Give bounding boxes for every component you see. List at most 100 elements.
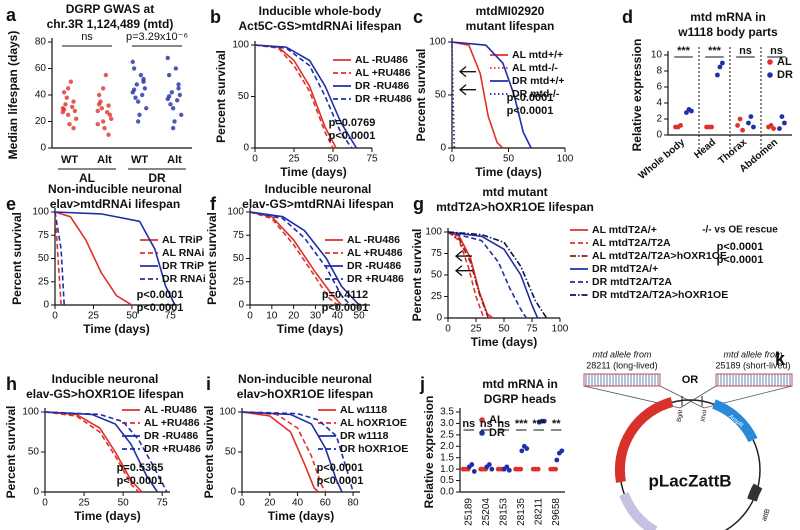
data-point	[96, 102, 102, 107]
y-tick-label: 50	[238, 91, 250, 102]
data-point	[106, 132, 111, 137]
data-point	[63, 102, 68, 107]
panel-title: Non-inducible neuronal	[48, 182, 182, 196]
panel-title: DGRP GWAS at	[66, 2, 154, 16]
y-tick-label: 2	[656, 114, 662, 125]
x-tick-label: 20	[288, 311, 300, 322]
sig-label: ***	[515, 418, 529, 430]
legend-label: AL RNAi	[162, 247, 204, 259]
data-point	[489, 466, 495, 472]
y-tick-label: 1.5	[440, 452, 454, 463]
y-tick-label: 100	[22, 407, 39, 418]
panel-title: mtd mutant	[482, 185, 547, 199]
data-point	[720, 60, 725, 66]
sig-label: ***	[532, 418, 546, 430]
legend-label: DR mtd-/-	[512, 88, 560, 100]
data-point	[172, 119, 177, 124]
panel-letter: a	[6, 5, 17, 25]
data-point	[751, 124, 756, 130]
data-point	[541, 418, 547, 424]
survival-curve	[447, 231, 548, 319]
arrow	[458, 66, 476, 78]
legend-label: AL +RU486	[144, 417, 200, 429]
data-point	[96, 92, 102, 98]
p-value: p<0.0001	[322, 302, 369, 314]
arrow	[454, 250, 472, 262]
allele-text: 25189 (short-lived)	[715, 360, 790, 370]
legend-label: DR +RU486	[144, 443, 201, 455]
data-point	[138, 72, 144, 78]
data-point	[68, 79, 74, 84]
data-point	[107, 112, 113, 118]
data-point	[106, 103, 111, 108]
legend-label: AL -RU486	[347, 234, 400, 246]
feature-label: attB	[761, 508, 772, 522]
x-tick-label: 75	[157, 498, 169, 509]
y-tick-label: 0	[243, 143, 249, 154]
y-tick-label: 25	[38, 276, 50, 287]
y-axis-label: Percent survival	[4, 406, 18, 499]
x-tick-label: 25204	[481, 498, 492, 526]
x-tick-label: 0	[449, 154, 455, 165]
y-tick-label: 3.5	[440, 407, 454, 418]
x-tick-label: Alt	[97, 154, 112, 166]
survival-curve	[249, 211, 360, 306]
y-tick-label: 20	[35, 116, 47, 127]
panel-title: elav>hOXR1OE lifespan	[237, 387, 373, 401]
y-axis-label: Percent survival	[202, 406, 216, 499]
x-tick-label: Whole body	[637, 137, 688, 182]
panel-letter: j	[419, 374, 425, 394]
legend-label: DR mtd+/+	[512, 75, 565, 87]
y-tick-label: 0.5	[440, 475, 454, 486]
y-tick-label: 50	[431, 270, 443, 281]
y-tick-label: 100	[429, 37, 446, 48]
survival-curve	[447, 231, 485, 319]
x-tick-label: 75	[165, 311, 177, 322]
y-tick-label: 25	[233, 276, 245, 287]
y-tick-label: 80	[35, 37, 47, 48]
y-tick-label: 0	[33, 487, 39, 498]
legend-label: AL hOXR1OE	[340, 417, 407, 429]
legend-label: AL	[489, 414, 504, 426]
y-tick-label: 50	[38, 253, 50, 264]
x-tick-label: 60	[320, 498, 332, 509]
x-tick-label: 20	[264, 498, 276, 509]
x-tick-label: 75	[526, 324, 538, 335]
data-point	[176, 86, 181, 91]
survival-curve	[54, 211, 62, 306]
panel-title: elav>mtdRNAi lifespan	[50, 197, 180, 211]
data-point	[135, 119, 141, 124]
x-tick-label: 0	[247, 311, 253, 322]
p-value: p<0.0001	[717, 254, 764, 266]
data-point	[689, 108, 694, 114]
data-point	[130, 59, 135, 65]
survival-curve	[451, 41, 504, 149]
legend-swatch	[767, 59, 773, 65]
data-point	[131, 87, 137, 92]
survival-curve	[54, 211, 176, 306]
x-tick-label: Alt	[167, 154, 182, 166]
x-tick-label: 40	[292, 498, 304, 509]
ampr-gene	[712, 399, 758, 443]
x-tick-label: WT	[131, 154, 148, 166]
survival-curve	[447, 231, 490, 319]
y-axis-label: Percent survival	[214, 50, 228, 143]
data-point	[746, 120, 751, 126]
y-tick-label: 6	[656, 82, 662, 93]
sig-label: ***	[677, 45, 691, 57]
legend-label: AL -RU486	[355, 54, 408, 66]
x-tick-label: 50	[126, 311, 138, 322]
data-point	[141, 76, 146, 82]
panel-letter: f	[210, 194, 217, 214]
data-point	[170, 125, 176, 131]
y-axis-label: Relative expression	[630, 39, 644, 152]
survival-curve	[249, 211, 351, 306]
data-point	[133, 95, 138, 100]
panel-title: Act5C-GS>mtdRNAi lifespan	[238, 19, 401, 33]
p-value: p<0.0001	[117, 475, 164, 487]
data-point	[74, 116, 79, 122]
p-value: p=0.0769	[329, 117, 376, 129]
data-point	[72, 108, 78, 114]
